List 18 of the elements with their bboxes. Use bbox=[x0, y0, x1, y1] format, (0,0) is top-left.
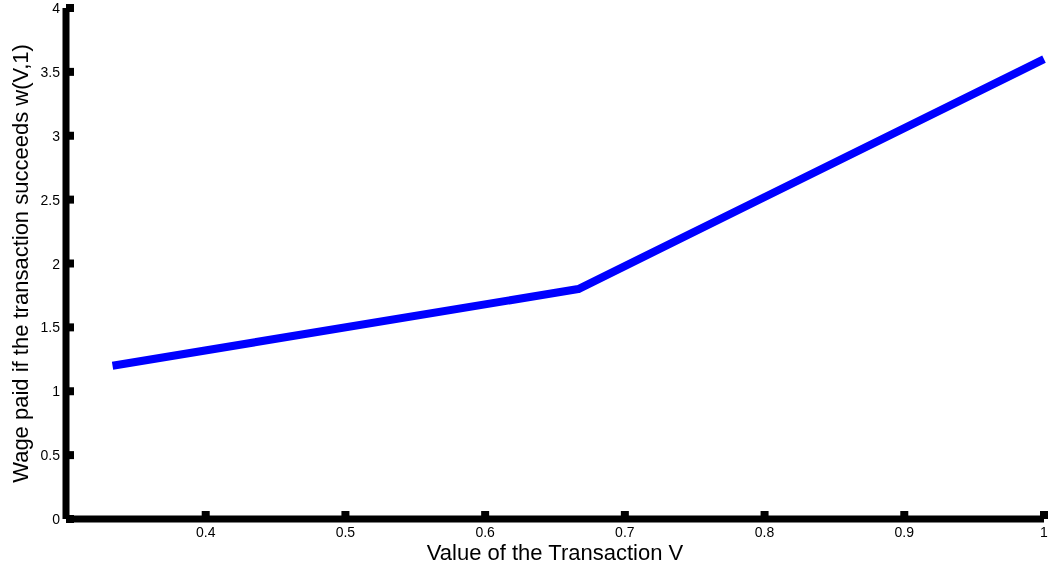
y-tick-label: 3 bbox=[52, 127, 61, 144]
y-axis-title: Wage paid if the transaction succeeds w(V,1) bbox=[8, 44, 33, 483]
y-tick-label: 1 bbox=[52, 383, 61, 400]
x-tick-label: 1 bbox=[1040, 524, 1049, 540]
x-tick-label: 0.4 bbox=[195, 524, 216, 540]
y-tick-label: 3.5 bbox=[40, 63, 61, 80]
x-tick-label: 0.6 bbox=[475, 524, 496, 540]
y-tick-label: 0 bbox=[52, 511, 61, 527]
x-tick-label: 0.7 bbox=[615, 524, 635, 540]
y-tick-label: 0.5 bbox=[40, 447, 61, 464]
x-tick-label: 0.8 bbox=[754, 524, 775, 540]
y-tick-label: 4 bbox=[52, 0, 61, 16]
x-tick-label: 0.5 bbox=[335, 524, 356, 540]
y-tick-label: 2 bbox=[52, 255, 61, 272]
x-tick-label: 0.9 bbox=[894, 524, 915, 540]
y-tick-label: 1.5 bbox=[40, 319, 61, 336]
x-axis-title: Value of the Transaction V bbox=[426, 540, 684, 565]
y-tick-label: 2.5 bbox=[40, 191, 61, 208]
